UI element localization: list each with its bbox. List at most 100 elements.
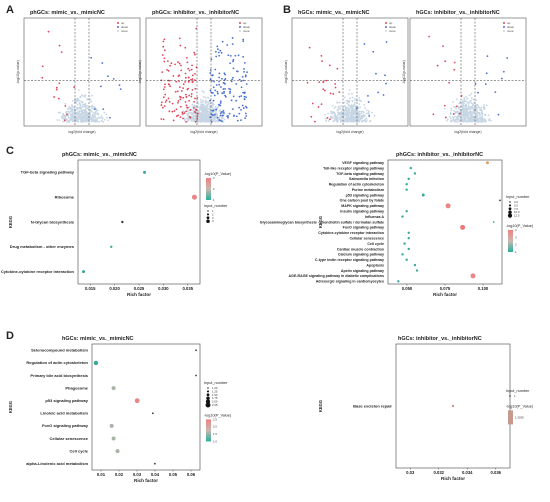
- volcano-point-none: [332, 120, 335, 123]
- volcano-point-none: [458, 120, 461, 123]
- volcano-point-up: [185, 120, 187, 123]
- kegg-plot-frame: [77, 159, 201, 285]
- kegg-data-point: [153, 462, 156, 465]
- volcano-point-up: [163, 38, 166, 41]
- volcano-point-down: [107, 75, 109, 78]
- volcano-point-up: [167, 83, 170, 86]
- volcano-point-up: [168, 101, 171, 103]
- volcano-point-none: [72, 117, 75, 120]
- volcano-point-none: [208, 100, 211, 103]
- volcano-ylabel: -log10(p-value): [16, 60, 20, 84]
- volcano-point-none: [357, 110, 359, 113]
- volcano-point-down: [215, 55, 218, 58]
- volcano-point-up: [197, 112, 199, 115]
- volcano-point-none: [95, 110, 97, 113]
- volcano-point-none: [201, 90, 204, 93]
- volcano-point-up: [174, 90, 177, 93]
- volcano-point-down: [212, 86, 215, 89]
- volcano-point-up: [55, 88, 58, 91]
- volcano-point-up: [181, 112, 184, 115]
- kegg-category-label: Adrenergic signaling in cardiomyocytes: [316, 280, 384, 284]
- volcano-point-down: [102, 108, 105, 111]
- volcano-point-up: [458, 112, 461, 115]
- kegg-category-label: VEGF signaling pathway: [342, 161, 384, 165]
- volcano-point-none: [334, 105, 337, 108]
- volcano-point-none: [82, 103, 84, 106]
- volcano-point-down: [228, 87, 230, 90]
- volcano-point-none: [209, 111, 212, 114]
- volcano-point-up: [187, 76, 190, 79]
- volcano-point-up: [193, 100, 195, 103]
- kegg-data-point: [405, 188, 408, 191]
- volcano-point-none: [352, 113, 355, 115]
- kegg-category-label: Salmonella infection: [349, 177, 384, 181]
- volcano-point-none: [200, 103, 202, 106]
- volcano-point-none: [186, 108, 189, 111]
- volcano-point-none: [78, 102, 81, 105]
- kegg-category-label: Purine metabolism: [352, 188, 384, 192]
- volcano-point-down: [246, 71, 248, 74]
- volcano-point-down: [242, 55, 245, 58]
- volcano-point-none: [93, 115, 96, 118]
- volcano-point-down: [486, 55, 489, 58]
- pval-legend-title: -log10(P_Value): [204, 413, 232, 417]
- volcano-point-none: [81, 110, 84, 113]
- volcano-point-none: [84, 115, 87, 118]
- volcano-legend-label: down: [243, 25, 251, 29]
- volcano-point-none: [472, 103, 475, 106]
- volcano-point-down: [216, 45, 219, 48]
- volcano-point-none: [70, 113, 73, 116]
- volcano-point-up: [41, 65, 44, 68]
- volcano-point-none: [468, 108, 470, 111]
- volcano-point-none: [345, 99, 348, 102]
- volcano-point-none: [339, 107, 342, 110]
- volcano-point-none: [194, 106, 197, 108]
- volcano-point-none: [89, 98, 91, 101]
- volcano-point-none: [464, 117, 466, 120]
- volcano-point-none: [101, 117, 104, 120]
- volcano-point-none: [209, 102, 211, 105]
- volcano-point-none: [340, 105, 343, 107]
- volcano-point-down: [238, 112, 241, 115]
- volcano-point-none: [476, 103, 479, 106]
- kegg-category-label: Cardiac muscle contraction: [337, 247, 384, 251]
- volcano-point-up: [308, 46, 311, 49]
- volcano-point-none: [76, 118, 79, 121]
- volcano-point-up: [47, 30, 50, 33]
- volcano-point-none: [450, 117, 452, 120]
- kegg-x-tick-label: 0.01: [97, 472, 106, 477]
- volcano-point-down: [215, 108, 218, 111]
- volcano-point-none: [443, 107, 446, 110]
- volcano-point-down: [219, 114, 222, 117]
- kegg-category-label: One carbon pool by folate: [340, 199, 384, 203]
- volcano-point-none: [214, 106, 217, 109]
- volcano-point-none: [480, 109, 483, 111]
- input-legend-label: 2: [212, 212, 214, 216]
- volcano-point-none: [208, 107, 211, 110]
- volcano-point-none: [69, 108, 72, 111]
- volcano-point-none: [70, 110, 73, 113]
- volcano-point-up: [162, 40, 165, 43]
- kegg-category-label: FoxO signaling pathway: [343, 226, 384, 230]
- volcano-point-down: [222, 111, 225, 114]
- volcano-point-none: [358, 99, 361, 102]
- volcano-point-none: [89, 116, 92, 119]
- volcano-legend-dot: [385, 22, 387, 24]
- volcano-point-none: [218, 116, 221, 119]
- input-legend-label: 12.5: [514, 214, 520, 218]
- volcano-point-up: [169, 85, 172, 88]
- volcano-point-down: [219, 119, 222, 122]
- volcano-point-down: [363, 43, 366, 45]
- volcano-point-up: [177, 99, 180, 102]
- volcano-point-none: [204, 118, 207, 121]
- kegg-category-label: Linoleic acid metabolism: [40, 411, 88, 416]
- volcano-point-up: [177, 101, 179, 104]
- volcano-title-4: hGCs: inhibitor_vs._inhibitorNC: [416, 10, 500, 16]
- volcano-point-none: [192, 120, 195, 123]
- volcano-point-down: [235, 83, 238, 85]
- input-legend-dot: [509, 395, 511, 397]
- volcano-point-up: [65, 113, 68, 116]
- input-legend-dot: [508, 207, 512, 211]
- volcano-point-up: [318, 81, 321, 84]
